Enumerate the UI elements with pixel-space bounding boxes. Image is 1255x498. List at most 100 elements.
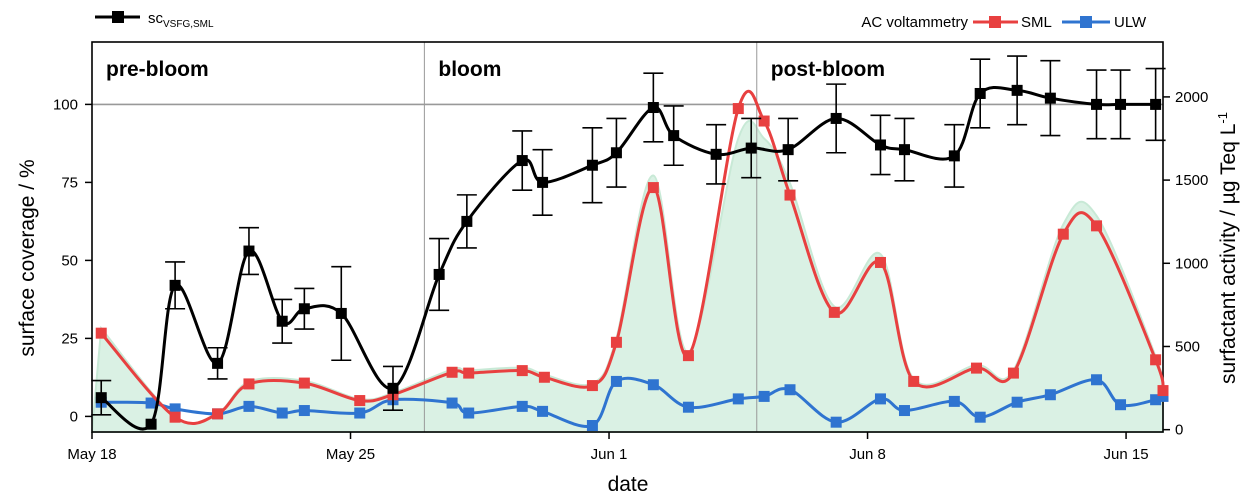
legend-item-ulw: ULW (1062, 14, 1147, 31)
sml-point (354, 395, 366, 407)
legend-marker-ulw (1080, 16, 1092, 28)
sc-point (830, 112, 842, 124)
sc-point (1115, 98, 1127, 110)
phase-label-pre-bloom: pre-bloom (106, 58, 209, 81)
ulw-point (1091, 374, 1103, 386)
sc-point (212, 357, 224, 369)
sml-point (446, 366, 458, 378)
legend-item-sc: scVSFG,SML (95, 10, 214, 30)
sc-point (298, 303, 310, 315)
sc-point (898, 144, 910, 156)
ulw-point (516, 400, 528, 412)
legend-label-sc-subscript: VSFG,SML (163, 19, 214, 30)
ulw-point (948, 395, 960, 407)
sc-point (1150, 98, 1162, 110)
y-axis-right-title-sup: -1 (1215, 112, 1230, 124)
sml-point (95, 327, 107, 339)
sml-point (212, 408, 224, 420)
y-axis-right-title-main: surfactant activity / µg Teq L (1217, 124, 1240, 384)
ulw-point (169, 403, 181, 415)
y-left-tick-label: 50 (61, 252, 78, 269)
sc-point (874, 139, 886, 151)
x-axis-title: date (608, 473, 649, 496)
ulw-point (974, 411, 986, 423)
y-left-tick-label: 25 (61, 330, 78, 347)
ulw-point (784, 384, 796, 396)
sml-point (758, 115, 770, 127)
sc-point (710, 148, 722, 160)
ulw-point (354, 407, 366, 419)
x-tick-label: May 25 (326, 446, 375, 463)
ulw-point (1157, 390, 1169, 402)
series-sml-group (95, 89, 1169, 425)
sc-point (461, 215, 473, 227)
ulw-point (682, 401, 694, 413)
sc-point (537, 176, 549, 188)
x-tick-label: Jun 8 (849, 446, 886, 463)
ulw-point (1044, 389, 1056, 401)
legend-label-sc: scVSFG,SML (148, 10, 214, 30)
phase-label-post-bloom: post-bloom (771, 58, 885, 81)
plot-frame (91, 41, 1164, 433)
sc-point (1011, 84, 1023, 96)
sc-point (387, 382, 399, 394)
ulw-point (586, 420, 598, 432)
sml-point (1007, 367, 1019, 379)
ulw-point (145, 397, 157, 409)
sc-point (948, 150, 960, 162)
ulw-point (463, 407, 475, 419)
x-axis-ticks: May 18 May 25 Jun 1 Jun 8 Jun 15 (67, 432, 1149, 463)
ulw-point (758, 390, 770, 402)
sml-point (828, 306, 840, 318)
y-axis-right-ticks: 0 500 1000 1500 2000 (1163, 89, 1208, 439)
legend-title-ac-voltammetry: AC voltammetry (861, 14, 968, 31)
phase-labels: pre-bloom bloom post-bloom (106, 58, 885, 81)
sml-point (1091, 220, 1103, 232)
sml-point (1157, 385, 1169, 397)
sc-point (1091, 98, 1103, 110)
sml-point (874, 256, 886, 268)
sml-point (243, 378, 255, 390)
sml-point (647, 182, 659, 194)
sml-point (516, 365, 528, 377)
legend-label-sc-prefix: sc (148, 10, 164, 27)
ulw-point (874, 393, 886, 405)
series-sc-group (91, 55, 1166, 431)
ulw-point (647, 379, 659, 391)
legend-label-ulw: ULW (1114, 14, 1147, 31)
sc-point (145, 418, 157, 430)
sml-point (784, 189, 796, 201)
legend-label-sml: SML (1021, 14, 1052, 31)
y-right-tick-label: 1000 (1175, 255, 1208, 272)
ulw-point (732, 393, 744, 405)
y-right-tick-label: 2000 (1175, 89, 1208, 106)
ulw-point (298, 405, 310, 417)
sc-point (516, 155, 528, 167)
sml-point (1150, 354, 1162, 366)
ulw-point (830, 416, 842, 428)
x-tick-label: Jun 1 (591, 446, 628, 463)
y-axis-left-title: surface coverage / % (16, 159, 39, 356)
sml-point (298, 377, 310, 389)
sml-point (538, 371, 550, 383)
ulw-point (243, 400, 255, 412)
ulw-point (1115, 399, 1127, 411)
sml-point (682, 350, 694, 362)
sc-point (335, 307, 347, 319)
sml-point (970, 362, 982, 374)
sml-point (1057, 228, 1069, 240)
x-tick-label: May 18 (67, 446, 116, 463)
sc-point (647, 102, 659, 114)
ulw-point (1011, 396, 1023, 408)
ulw-point (898, 405, 910, 417)
y-left-tick-label: 100 (53, 96, 78, 113)
x-tick-label: Jun 15 (1104, 446, 1149, 463)
phase-label-bloom: bloom (438, 58, 501, 81)
sc-point (169, 279, 181, 291)
ulw-point (446, 397, 458, 409)
sml-point (610, 336, 622, 348)
sml-point (586, 380, 598, 392)
legend-item-sml: SML (973, 14, 1052, 31)
y-right-tick-label: 1500 (1175, 172, 1208, 189)
